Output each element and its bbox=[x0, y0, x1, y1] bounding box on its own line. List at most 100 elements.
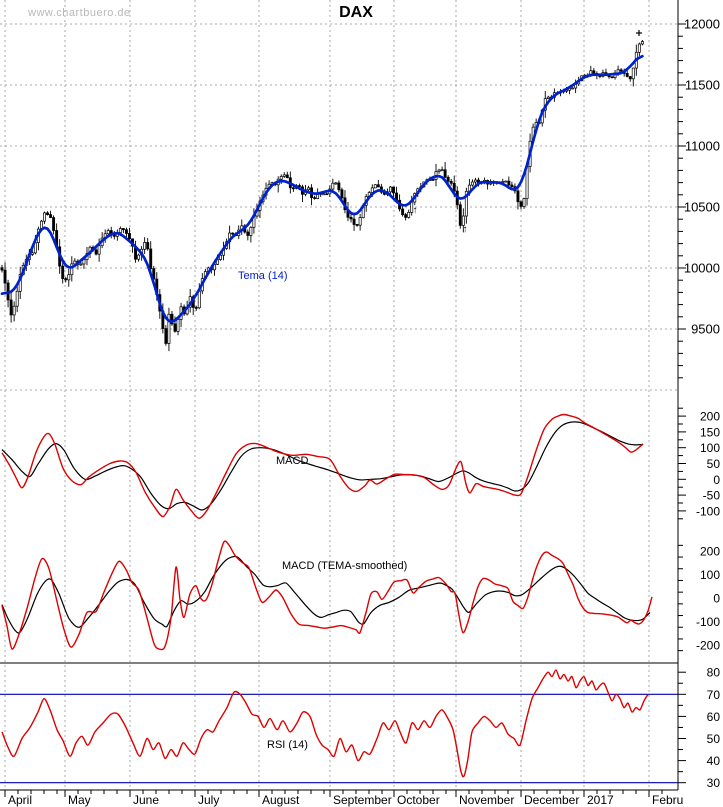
candle bbox=[376, 179, 380, 188]
candle bbox=[349, 213, 353, 223]
candle bbox=[516, 186, 520, 210]
y-tick-label: 0 bbox=[713, 592, 720, 606]
rsi-reference-lines bbox=[0, 693, 678, 784]
candle bbox=[640, 39, 644, 46]
y-tick-label: 11000 bbox=[685, 139, 720, 154]
candle bbox=[407, 209, 411, 219]
candle bbox=[474, 177, 477, 185]
candle bbox=[343, 190, 347, 214]
y-tick-label: 100 bbox=[700, 441, 720, 455]
macd-tema-series-signal-line bbox=[1, 555, 651, 634]
candle bbox=[115, 229, 119, 241]
candle bbox=[510, 181, 514, 188]
candle bbox=[285, 171, 289, 179]
candle bbox=[443, 162, 447, 179]
x-tick-label: July bbox=[198, 793, 219, 807]
candle bbox=[124, 227, 128, 239]
candle bbox=[276, 176, 280, 193]
y-tick-label: -200 bbox=[696, 638, 720, 652]
candle bbox=[458, 201, 462, 229]
candle bbox=[470, 179, 474, 187]
candle bbox=[628, 76, 632, 82]
y-tick-label: -100 bbox=[696, 615, 720, 629]
candle bbox=[310, 184, 314, 206]
candle bbox=[358, 213, 362, 231]
y-tick-label: 80 bbox=[707, 666, 721, 680]
y-tick-label: 30 bbox=[707, 776, 721, 790]
candle bbox=[164, 325, 168, 346]
candle bbox=[522, 197, 526, 209]
x-tick-label: October bbox=[397, 793, 440, 807]
candle bbox=[94, 248, 98, 256]
up-arrow-marker: ↑ bbox=[413, 205, 418, 216]
candle bbox=[128, 227, 131, 241]
bottom-axis: April May June July August September October No… bbox=[4, 790, 683, 807]
candle bbox=[143, 237, 147, 254]
panel-borders bbox=[0, 0, 679, 791]
candle bbox=[46, 211, 49, 216]
y-tick-label: 11500 bbox=[685, 78, 720, 93]
y-tick-label: 40 bbox=[707, 754, 721, 768]
y-tick-label: 50 bbox=[707, 732, 721, 746]
candle bbox=[9, 292, 13, 323]
candle bbox=[404, 212, 408, 221]
y-tick-label: 60 bbox=[707, 710, 721, 724]
candle bbox=[15, 283, 19, 313]
candle bbox=[355, 224, 359, 227]
candle bbox=[373, 184, 377, 189]
candle bbox=[134, 240, 137, 263]
candle bbox=[449, 178, 453, 186]
candle bbox=[146, 238, 150, 251]
rsi-series bbox=[1, 669, 649, 778]
candle bbox=[437, 168, 441, 174]
candle bbox=[79, 261, 83, 266]
candle bbox=[389, 185, 392, 196]
candle bbox=[440, 166, 444, 172]
candle bbox=[610, 76, 614, 79]
x-tick-label: June bbox=[133, 793, 159, 807]
page-title: DAX bbox=[339, 4, 373, 21]
y-tick-label: 10000 bbox=[684, 261, 720, 276]
candle bbox=[246, 229, 250, 241]
candle bbox=[36, 226, 40, 251]
x-tick-label: 2017 bbox=[587, 793, 614, 807]
candle bbox=[307, 185, 310, 192]
candle bbox=[70, 256, 74, 282]
candle bbox=[282, 172, 286, 178]
macd-tema-panel-label: MACD (TEMA-smoothed) bbox=[282, 560, 408, 572]
y-tick-label: 150 bbox=[700, 425, 720, 439]
gridlines bbox=[0, 0, 678, 790]
candle bbox=[571, 87, 575, 90]
macd-tema-series-main-line bbox=[1, 540, 653, 651]
candle bbox=[313, 195, 317, 200]
candle bbox=[82, 258, 86, 269]
tema-overlay bbox=[0, 54, 644, 323]
macd-series-main-line bbox=[1, 413, 644, 519]
candle bbox=[379, 183, 383, 195]
y-tick-label: 70 bbox=[707, 688, 721, 702]
candle bbox=[231, 232, 235, 236]
candle bbox=[67, 268, 71, 287]
x-tick-label: April bbox=[8, 793, 32, 807]
candle bbox=[334, 181, 338, 185]
candle bbox=[507, 176, 511, 186]
macd-series bbox=[1, 413, 644, 519]
x-tick-label: Febru bbox=[652, 793, 683, 807]
x-tick-label: August bbox=[262, 793, 300, 807]
candle bbox=[637, 42, 641, 57]
candle bbox=[3, 262, 7, 291]
candle bbox=[461, 208, 465, 233]
rsi-series-main-line bbox=[1, 669, 649, 778]
candles bbox=[0, 39, 644, 352]
candle bbox=[392, 186, 395, 199]
candle bbox=[176, 318, 180, 336]
candle bbox=[337, 180, 341, 193]
macd-tema-series bbox=[1, 540, 653, 651]
signal-markers: ↑↑ bbox=[413, 30, 642, 235]
x-tick-label: November bbox=[459, 793, 514, 807]
candle bbox=[301, 184, 304, 202]
y-tick-label: 200 bbox=[700, 545, 720, 559]
candle bbox=[240, 219, 244, 235]
